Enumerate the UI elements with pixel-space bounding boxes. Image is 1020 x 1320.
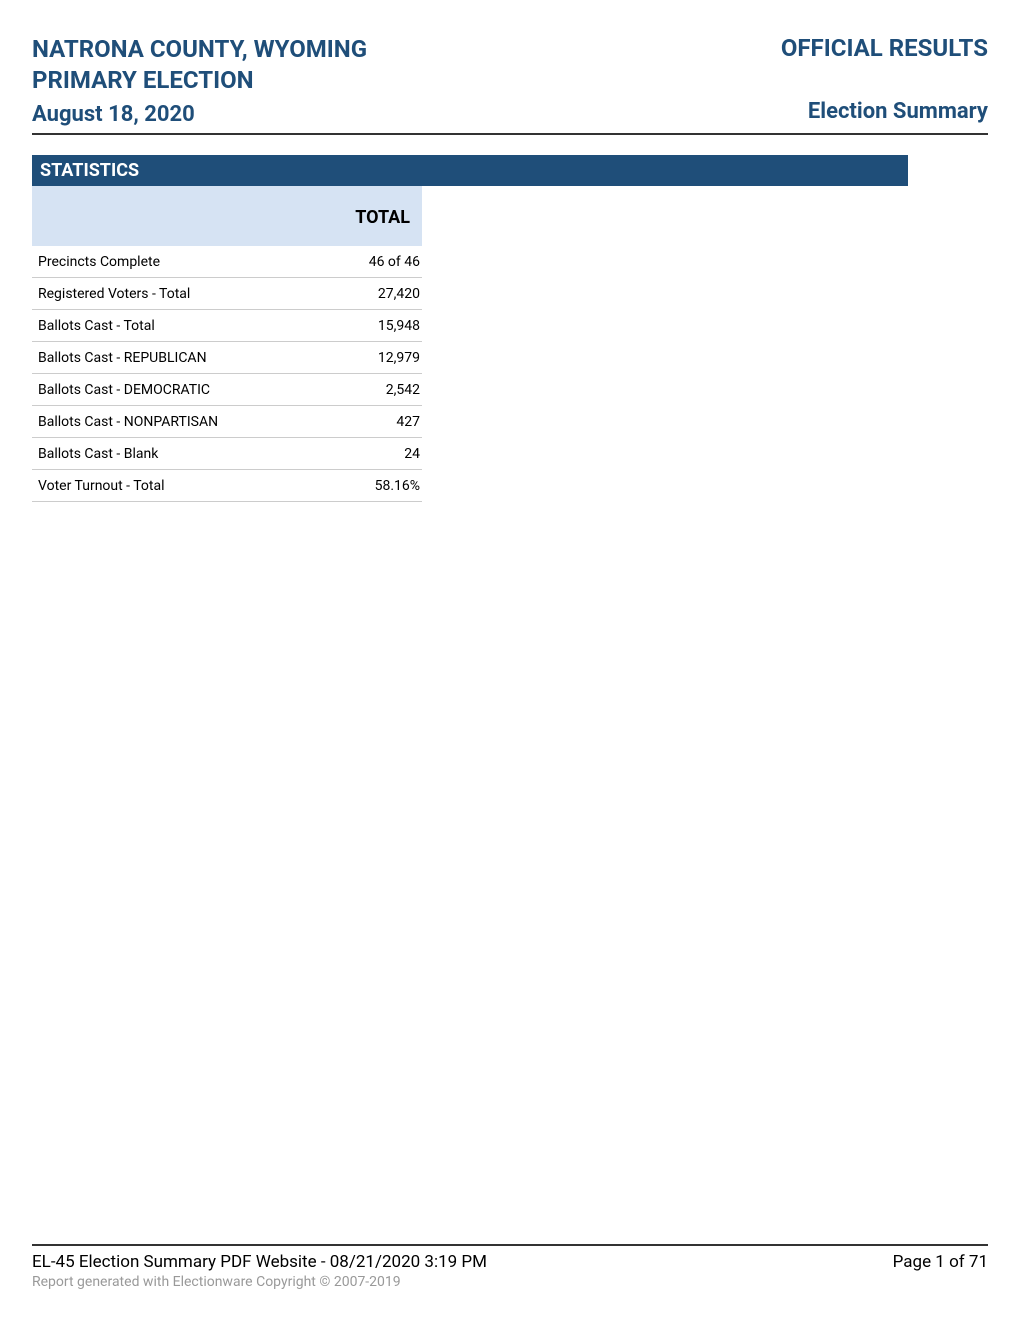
header-left: NATRONA COUNTY, WYOMING PRIMARY ELECTION… [32, 34, 367, 127]
stat-label: Ballots Cast - Total [32, 310, 302, 342]
election-summary-label: Election Summary [808, 99, 988, 124]
page-footer: EL-45 Election Summary PDF Website - 08/… [32, 1244, 988, 1290]
report-info: EL-45 Election Summary PDF Website - 08/… [32, 1252, 487, 1272]
page-header: NATRONA COUNTY, WYOMING PRIMARY ELECTION… [32, 34, 988, 127]
table-row: Ballots Cast - DEMOCRATIC 2,542 [32, 374, 422, 406]
stat-label: Ballots Cast - NONPARTISAN [32, 406, 302, 438]
header-divider [32, 133, 988, 135]
stat-value: 12,979 [302, 342, 422, 374]
table-row: Registered Voters - Total 27,420 [32, 278, 422, 310]
table-row: Ballots Cast - REPUBLICAN 12,979 [32, 342, 422, 374]
table-row: Voter Turnout - Total 58.16% [32, 470, 422, 502]
official-results-label: OFFICIAL RESULTS [781, 34, 988, 62]
stat-value: 27,420 [302, 278, 422, 310]
stat-value: 58.16% [302, 470, 422, 502]
stat-label: Voter Turnout - Total [32, 470, 302, 502]
table-row: Ballots Cast - Total 15,948 [32, 310, 422, 342]
table-header-label [32, 186, 302, 246]
page-number: Page 1 of 71 [893, 1252, 988, 1272]
statistics-section-header: STATISTICS [32, 155, 908, 186]
stat-label: Ballots Cast - REPUBLICAN [32, 342, 302, 374]
footer-row: EL-45 Election Summary PDF Website - 08/… [32, 1252, 988, 1272]
footer-divider [32, 1244, 988, 1246]
stat-label: Precincts Complete [32, 246, 302, 278]
stat-label: Ballots Cast - Blank [32, 438, 302, 470]
table-row: Precincts Complete 46 of 46 [32, 246, 422, 278]
county-title: NATRONA COUNTY, WYOMING [32, 34, 367, 65]
statistics-table: TOTAL Precincts Complete 46 of 46 Regist… [32, 186, 422, 502]
stat-value: 2,542 [302, 374, 422, 406]
table-body: Precincts Complete 46 of 46 Registered V… [32, 246, 422, 502]
header-right: OFFICIAL RESULTS Election Summary [781, 34, 988, 124]
table-header-total: TOTAL [302, 186, 422, 246]
table-header-row: TOTAL [32, 186, 422, 246]
copyright-text: Report generated with Electionware Copyr… [32, 1274, 988, 1290]
stat-value: 24 [302, 438, 422, 470]
election-date: August 18, 2020 [32, 102, 367, 127]
stat-value: 427 [302, 406, 422, 438]
stat-value: 46 of 46 [302, 246, 422, 278]
table-row: Ballots Cast - NONPARTISAN 427 [32, 406, 422, 438]
stat-label: Registered Voters - Total [32, 278, 302, 310]
table-row: Ballots Cast - Blank 24 [32, 438, 422, 470]
stat-label: Ballots Cast - DEMOCRATIC [32, 374, 302, 406]
stat-value: 15,948 [302, 310, 422, 342]
election-type: PRIMARY ELECTION [32, 65, 367, 96]
